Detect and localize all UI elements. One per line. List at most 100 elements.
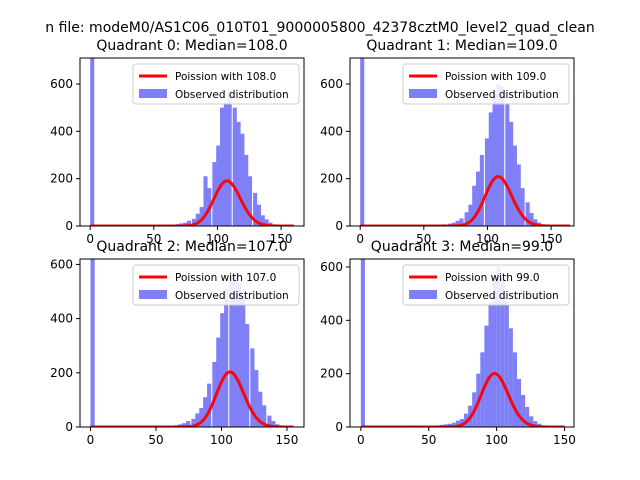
legend-box xyxy=(132,264,300,306)
legend: Poission with 108.0 Observed distribution xyxy=(132,63,300,105)
hist-bar xyxy=(241,299,246,427)
hist-bar xyxy=(220,313,225,427)
hist-bar xyxy=(258,391,263,427)
hist-bar xyxy=(90,58,95,226)
legend-box xyxy=(402,264,570,306)
x-tick-label: 100 xyxy=(476,232,499,246)
y-tick-label: 200 xyxy=(320,172,343,186)
legend: Poission with 99.0 Observed distribution xyxy=(402,264,570,306)
legend-label: Poission with 109.0 xyxy=(445,71,546,83)
poisson-curve xyxy=(359,175,571,226)
hist-bar xyxy=(459,419,465,427)
poisson-curve xyxy=(360,372,565,427)
legend-patch-swatch xyxy=(409,89,437,98)
hist-bar xyxy=(223,102,228,226)
x-tick-label: 100 xyxy=(485,433,508,447)
legend-patch-swatch xyxy=(409,290,437,299)
hist-bar xyxy=(508,328,513,427)
hist-bar xyxy=(227,91,232,226)
x-tick-label: 100 xyxy=(206,232,229,246)
hist-bar xyxy=(525,202,530,226)
hist-bar xyxy=(451,422,456,427)
x-tick-label: 50 xyxy=(416,232,431,246)
chart-panel-0: 0 50 100 150 0 200 400 600 Quadrant 0: Median=10… xyxy=(50,38,305,246)
hist-bar xyxy=(455,420,460,427)
hist-bar xyxy=(455,220,460,226)
hist-bar xyxy=(520,188,525,226)
hist-bar xyxy=(496,267,501,427)
hist-bar xyxy=(500,86,505,226)
x-tick-label: 150 xyxy=(553,433,576,447)
panel-title: Quadrant 3: Median=99.0 xyxy=(371,239,553,255)
hist-bar xyxy=(216,337,221,427)
y-tick-label: 400 xyxy=(50,124,73,138)
hist-bar xyxy=(229,275,234,427)
y-tick-label: 600 xyxy=(320,260,343,274)
axes-frame xyxy=(349,258,575,428)
y-tick-label: 400 xyxy=(320,313,343,327)
hist-bar xyxy=(472,185,477,226)
x-tick-label: 0 xyxy=(356,232,364,246)
hist-bar xyxy=(529,212,534,226)
hist-bar xyxy=(516,379,522,427)
legend-label: Observed distribution xyxy=(445,89,559,101)
x-tick-label: 150 xyxy=(276,433,299,447)
hist-bar xyxy=(496,84,501,226)
hist-bar xyxy=(504,301,509,427)
hist-bar xyxy=(199,408,204,427)
hist-bar xyxy=(212,162,217,226)
legend-label: Poission with 108.0 xyxy=(175,71,276,83)
hist-bar xyxy=(533,421,538,427)
hist-bar xyxy=(244,155,249,226)
hist-bar xyxy=(476,171,481,226)
hist-bar xyxy=(468,204,473,226)
hist-bar xyxy=(488,112,493,226)
y-tick-label: 400 xyxy=(320,124,343,138)
hist-bar xyxy=(484,138,489,226)
legend: Poission with 107.0 Observed distribution xyxy=(132,264,300,306)
y-tick-label: 600 xyxy=(320,77,343,91)
hist-bar xyxy=(492,277,497,427)
y-tick-label: 400 xyxy=(50,312,73,326)
plot-area-3 xyxy=(360,259,565,427)
hist-bar xyxy=(212,361,217,427)
hist-bar xyxy=(488,301,493,427)
y-tick-label: 0 xyxy=(335,219,343,233)
hist-bar xyxy=(533,219,538,226)
hist-bar xyxy=(248,176,253,226)
hist-bar xyxy=(516,164,521,226)
panel-title: Quadrant 2: Median=107.0 xyxy=(96,239,287,255)
axes-frame xyxy=(79,57,305,227)
poisson-curve xyxy=(90,370,294,427)
hist-bar xyxy=(254,370,259,427)
hist-bar xyxy=(521,395,526,427)
y-tick-label: 0 xyxy=(65,219,73,233)
hist-bar xyxy=(250,348,255,427)
y-tick-label: 200 xyxy=(320,367,343,381)
legend-label: Observed distribution xyxy=(445,290,559,302)
hist-bar xyxy=(500,277,505,427)
y-tick-label: 0 xyxy=(335,420,343,434)
hist-bar xyxy=(492,93,497,226)
hist-bar xyxy=(264,219,269,226)
hist-bar xyxy=(224,288,229,427)
panel-title: Quadrant 1: Median=109.0 xyxy=(366,38,557,54)
legend-patch-swatch xyxy=(139,89,167,98)
y-tick-label: 200 xyxy=(50,172,73,186)
hist-bar xyxy=(195,413,200,427)
hist-bar xyxy=(233,272,238,427)
plot-area-0 xyxy=(89,58,295,226)
hist-bar xyxy=(256,204,261,226)
legend-label: Observed distribution xyxy=(175,290,289,302)
hist-bar xyxy=(451,222,456,226)
hist-bar xyxy=(232,107,237,226)
hist-bar xyxy=(199,207,204,226)
x-tick-label: 0 xyxy=(87,433,95,447)
x-tick-label: 100 xyxy=(210,433,233,447)
hist-bar xyxy=(459,218,464,226)
hist-bar xyxy=(505,102,510,226)
legend-box xyxy=(402,63,570,105)
hist-bar xyxy=(529,416,534,427)
hist-bar xyxy=(240,133,245,226)
hist-bar xyxy=(525,407,530,427)
